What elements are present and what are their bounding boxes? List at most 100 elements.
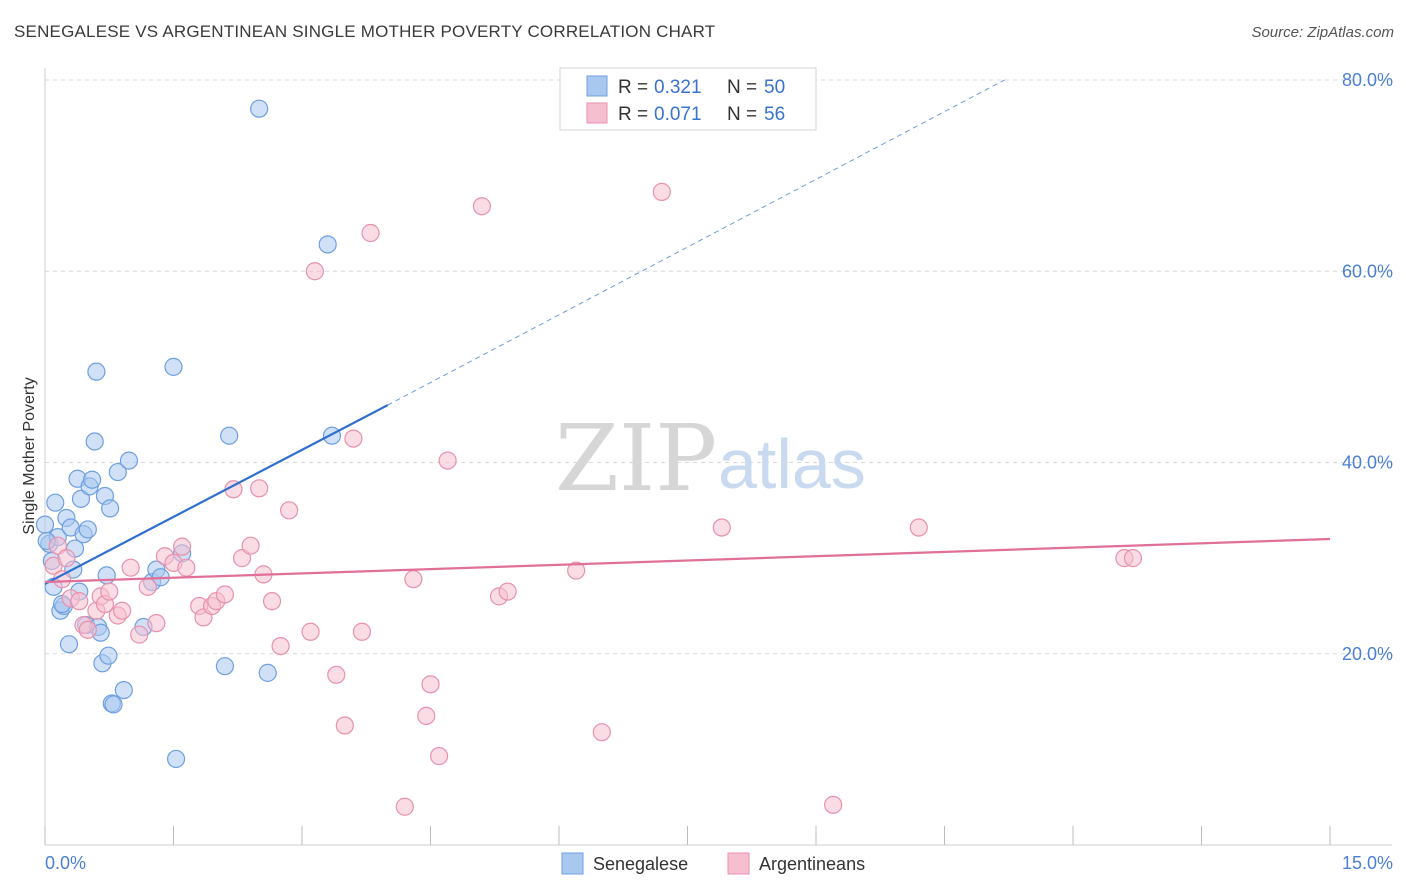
- watermark-atlas: atlas: [718, 425, 866, 503]
- senegalese-point: [78, 520, 97, 539]
- senegalese-point: [318, 235, 337, 254]
- argentineans-trend-line: [44, 537, 1331, 584]
- source-credit: Source: ZipAtlas.com: [1251, 24, 1394, 41]
- senegalese-point: [99, 646, 118, 665]
- correlation-legend: R = 0.321 N = 50 R = 0.071 N = 56: [559, 67, 817, 131]
- legend-r-label-2: R =: [618, 104, 648, 125]
- argentineans-point: [130, 625, 149, 644]
- argentineans-point: [395, 797, 414, 816]
- argentineans-point: [232, 549, 252, 568]
- argentineans-point: [262, 592, 282, 611]
- senegalese-point: [215, 657, 234, 676]
- argentineans-point: [250, 479, 269, 498]
- argentineans-point: [567, 561, 586, 580]
- legend-n-value-senegalese: 50: [764, 77, 785, 98]
- argentineans-point: [824, 795, 843, 814]
- argentineans-point: [215, 585, 234, 604]
- legend-r-value-argentineans: 0.071: [654, 104, 702, 125]
- grid: [45, 79, 1392, 655]
- senegalese-point: [71, 489, 91, 508]
- senegalese-trend-line: [44, 404, 389, 585]
- senegalese-point: [59, 635, 79, 654]
- argentineans-point: [429, 746, 449, 766]
- argentineans-point: [70, 592, 89, 611]
- argentineans-point: [172, 537, 192, 556]
- argentineans-point: [417, 706, 436, 726]
- series-swatch-senegalese: [561, 852, 584, 875]
- argentineans-point: [498, 582, 517, 601]
- x-tick-label: 15.0%: [1342, 853, 1393, 873]
- senegalese-point: [164, 357, 183, 376]
- senegalese-point: [220, 426, 239, 445]
- legend-r-value-senegalese: 0.321: [654, 77, 702, 98]
- senegalese-point: [119, 451, 139, 470]
- legend-n-label-1: N =: [727, 77, 757, 98]
- senegalese-point: [83, 470, 102, 489]
- watermark: ZIP atlas: [555, 405, 866, 512]
- watermark-zip: ZIP: [555, 405, 717, 512]
- argentineans-point: [335, 716, 354, 735]
- y-tick-label: 20.0%: [1342, 644, 1393, 664]
- senegalese-point: [46, 493, 65, 512]
- argentineans-point: [438, 451, 457, 470]
- y-tick-label: 40.0%: [1342, 453, 1393, 473]
- senegalese-point: [35, 515, 55, 534]
- argentineans-point: [327, 665, 346, 684]
- senegalese-points: [35, 99, 342, 769]
- x-tick-label: 0.0%: [45, 853, 86, 873]
- argentineans-point: [344, 429, 363, 448]
- argentineans-point: [48, 536, 67, 555]
- senegalese-point: [258, 663, 277, 682]
- argentineans-point: [361, 223, 380, 243]
- argentineans-point: [652, 182, 671, 201]
- axes: [44, 68, 1392, 846]
- series-label-senegalese: Senegalese: [593, 854, 688, 874]
- argentineans-point: [909, 518, 928, 537]
- legend-n-value-argentineans: 56: [764, 104, 785, 125]
- argentineans-point: [121, 558, 140, 577]
- chart-title: SENEGALESE VS ARGENTINEAN SINGLE MOTHER …: [14, 22, 716, 41]
- argentineans-point: [138, 577, 157, 596]
- senegalese-point: [250, 99, 269, 118]
- argentineans-point: [305, 262, 324, 281]
- senegalese-point: [108, 462, 127, 482]
- argentineans-point: [271, 636, 290, 656]
- argentineans-point: [78, 620, 97, 639]
- senegalese-point: [166, 749, 186, 769]
- senegalese-point: [322, 426, 342, 445]
- legend-swatch-senegalese: [586, 75, 608, 97]
- series-legend: Senegalese Argentineans: [561, 852, 865, 875]
- argentineans-point: [301, 622, 320, 641]
- argentineans-point: [472, 197, 491, 216]
- legend-r-label-1: R =: [618, 77, 648, 98]
- series-label-argentineans: Argentineans: [759, 854, 865, 874]
- argentineans-point: [280, 501, 299, 520]
- argentineans-point: [352, 622, 372, 641]
- argentineans-point: [404, 570, 423, 589]
- y-tick-label: 80.0%: [1342, 70, 1393, 90]
- argentineans-point: [177, 558, 196, 577]
- senegalese-point: [114, 680, 133, 700]
- legend-swatch-argentineans: [586, 102, 608, 124]
- argentineans-point: [592, 723, 611, 742]
- y-tick-label: 60.0%: [1342, 261, 1393, 281]
- senegalese-point: [104, 695, 123, 714]
- argentineans-point: [421, 675, 440, 694]
- senegalese-point: [101, 499, 120, 518]
- argentineans-points: [44, 182, 1143, 816]
- argentineans-point: [1123, 549, 1143, 568]
- argentineans-point: [147, 614, 166, 633]
- series-swatch-argentineans: [727, 852, 750, 875]
- trend-lines: [44, 79, 1331, 585]
- senegalese-point: [85, 432, 104, 451]
- senegalese-point: [97, 566, 116, 585]
- argentineans-point: [100, 582, 119, 601]
- argentineans-point: [712, 518, 731, 537]
- y-axis-label: Single Mother Poverty: [21, 377, 38, 534]
- argentineans-point: [112, 601, 132, 620]
- argentineans-point: [57, 549, 76, 568]
- argentineans-point: [241, 536, 260, 555]
- tick-labels: 20.0% 40.0% 60.0% 80.0% 0.0% 15.0%: [45, 70, 1393, 873]
- legend-n-label-2: N =: [727, 104, 757, 125]
